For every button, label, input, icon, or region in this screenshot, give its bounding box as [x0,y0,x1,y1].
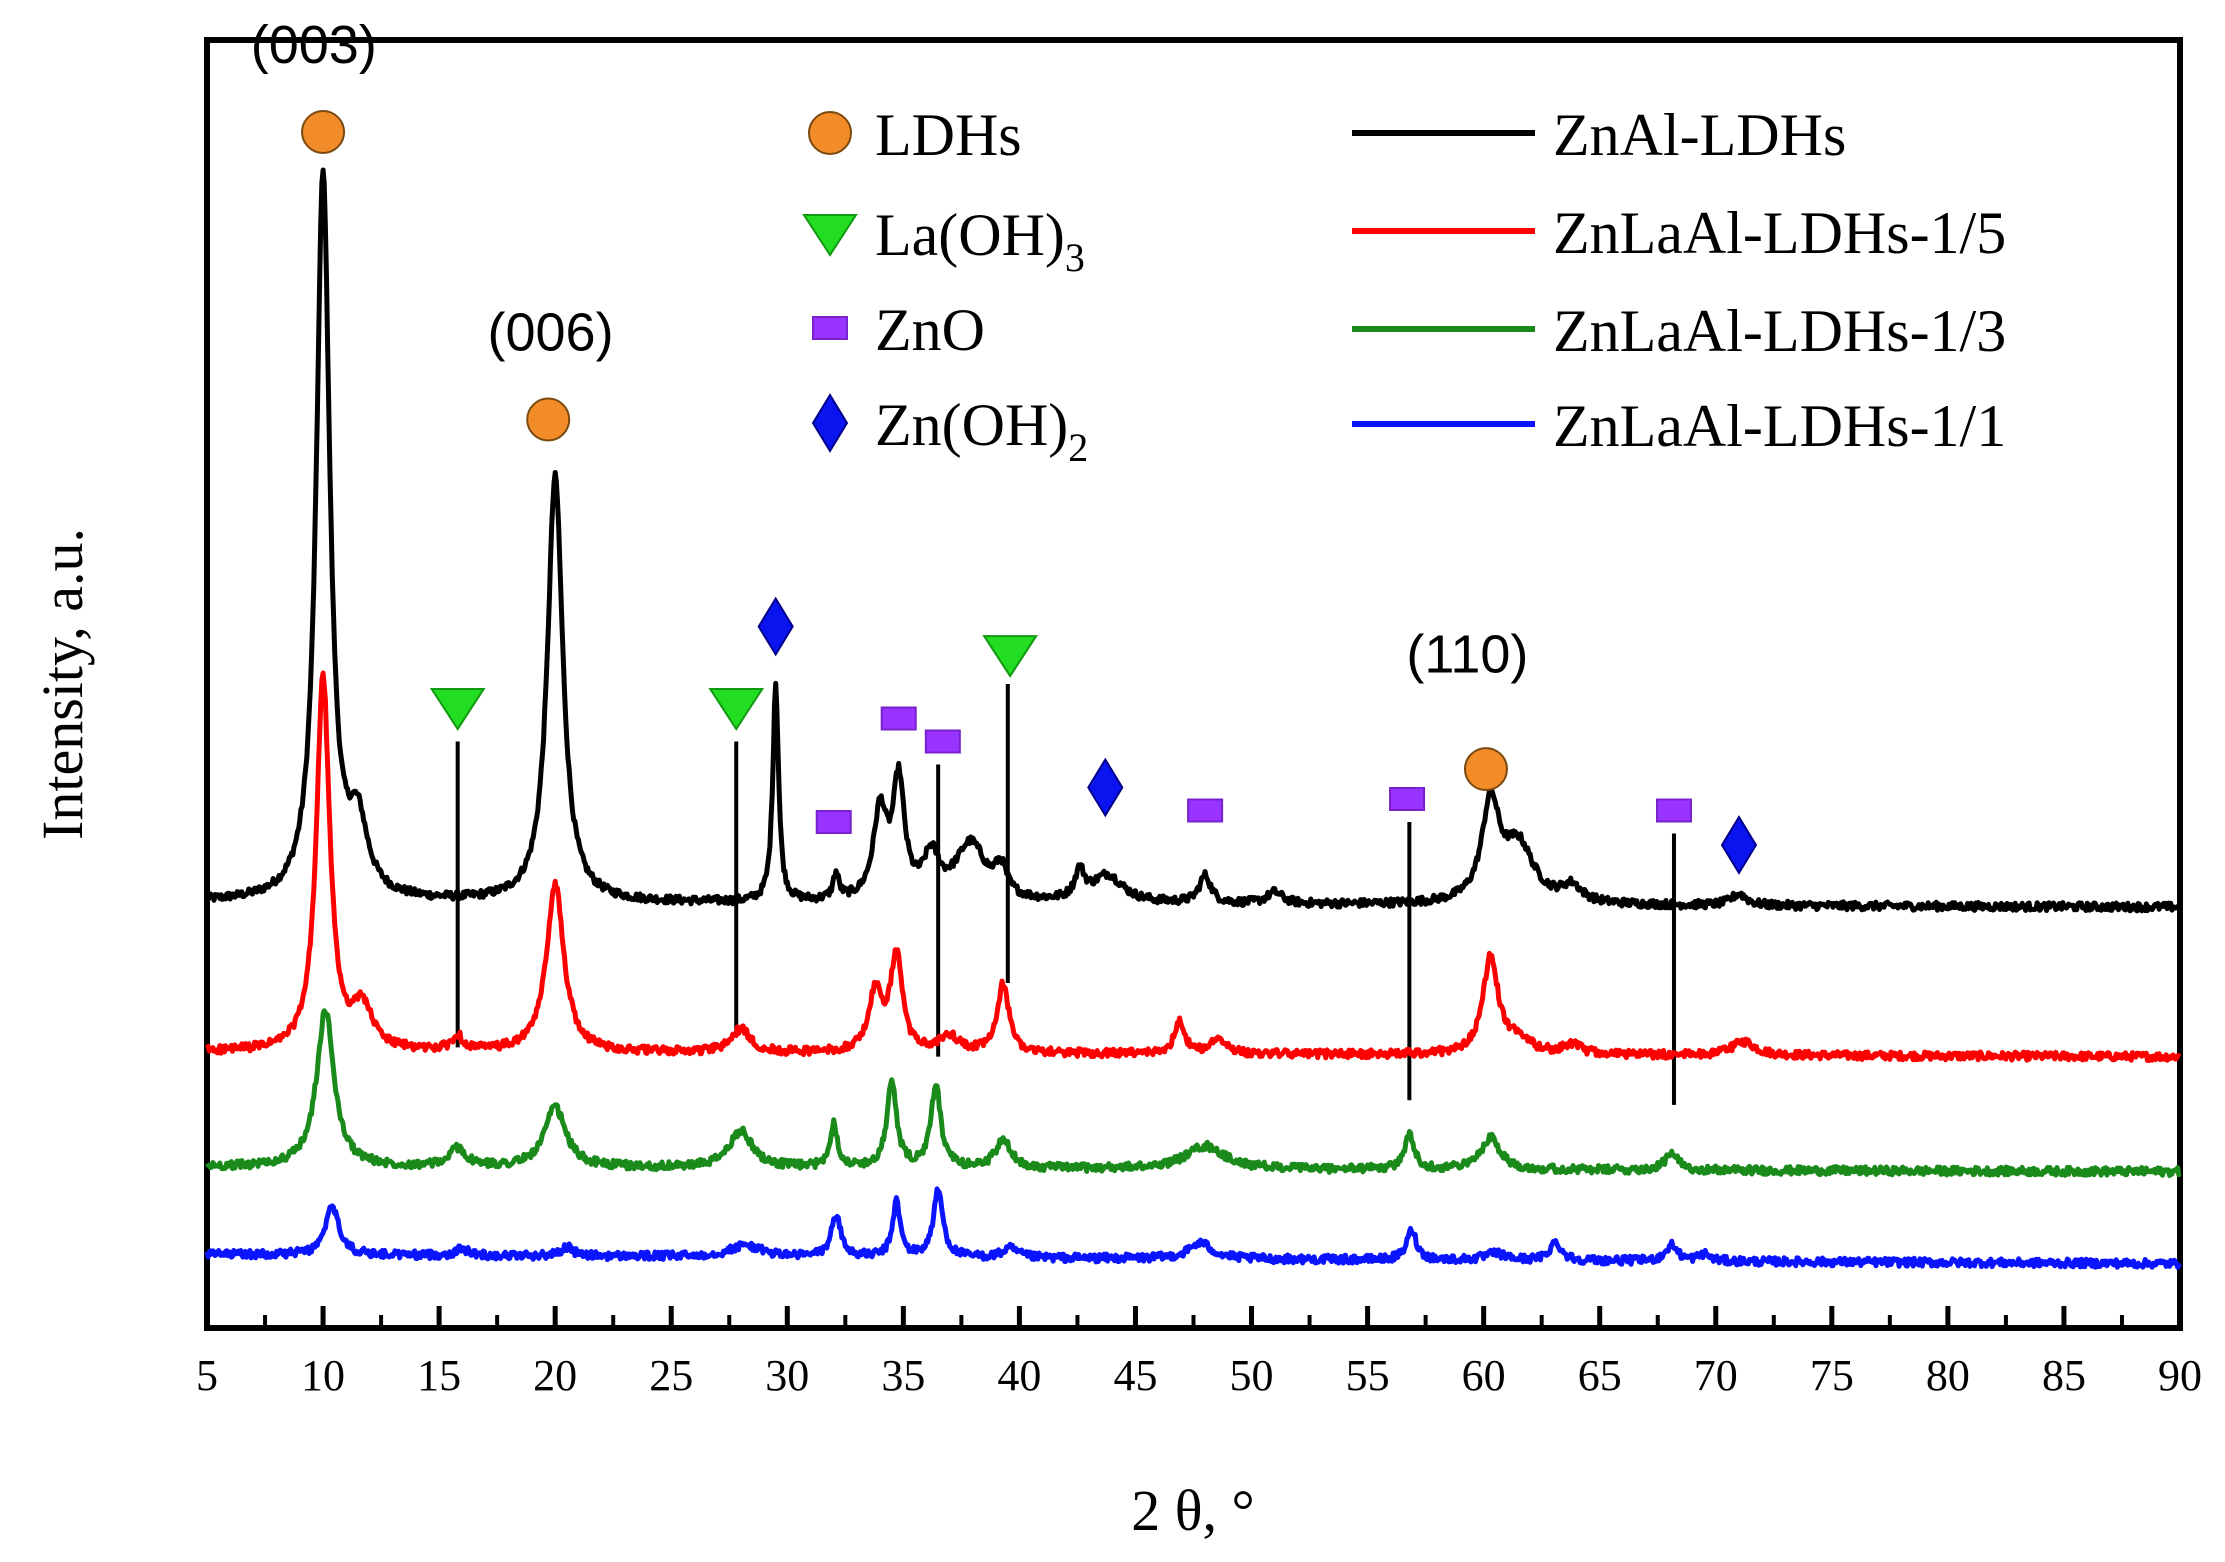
plot-frame [204,37,2183,1331]
x-tick-label-20: 20 [533,1351,577,1400]
series-line-znal-ldhs [204,167,2183,914]
phase-legend-zn-oh-2: Zn(OH)2 [875,392,1088,470]
circle-legend-marker [808,111,852,155]
triangle-legend-marker [802,214,858,257]
square-phase-marker-10 [880,706,917,731]
circle-phase-marker-2 [1463,747,1508,792]
circle-phase-marker-1 [526,397,571,442]
x-tick-label-85: 85 [2042,1351,2086,1400]
phase-marker-layer [301,110,1758,875]
series-line-znlaal-ldhs-1-5 [204,670,2182,1063]
x-tick-label-50: 50 [1230,1351,1274,1400]
triangle-phase-marker-5 [982,635,1038,678]
x-axis-ticks: 5 10 15 20 25 30 35 40 45 50 55 60 65 70 75 80 85 90 [196,1306,2202,1400]
diamond-legend-marker [811,393,849,453]
square-phase-marker-13 [1389,787,1426,811]
phase-legend-zno: ZnO [875,297,985,363]
diamond-phase-marker-8 [1720,815,1758,875]
square-phase-marker-14 [1655,798,1692,823]
x-tick-label-5: 5 [196,1351,218,1400]
x-tick-label-35: 35 [881,1351,925,1400]
square-phase-marker-11 [924,729,961,754]
annotation-layer: (003) (006) (110) [251,15,1529,685]
x-tick-label-30: 30 [765,1351,809,1400]
diamond-phase-marker-6 [757,596,794,657]
triangle-phase-marker-4 [708,688,765,731]
x-tick-label-70: 70 [1694,1351,1738,1400]
x-tick-label-10: 10 [301,1351,345,1400]
diamond-phase-marker-7 [1087,757,1124,818]
phase-legend-ldhs: LDHs [875,102,1022,168]
x-tick-label-80: 80 [1926,1351,1970,1400]
y-axis-title: Intensity, a.u. [30,528,95,840]
square-legend-marker [812,316,848,340]
x-tick-label-90: 90 [2158,1351,2202,1400]
x-tick-label-25: 25 [649,1351,693,1400]
legend-label-znlaal-ldhs-1-1: ZnLaAl-LDHs-1/1 [1553,393,2006,459]
series-line-znlaal-ldhs-1-1 [204,1186,2183,1270]
x-tick-label-45: 45 [1113,1351,1157,1400]
x-axis-title: 2 θ, ° [1131,1478,1254,1543]
legend: LDHs La(OH)3 ZnO Zn(OH)2 ZnAl-LDHs ZnLaAl-LDH… [802,102,2006,470]
x-tick-label-55: 55 [1346,1351,1390,1400]
square-phase-marker-12 [1187,798,1224,823]
x-tick-label-15: 15 [417,1351,461,1400]
legend-label-znlaal-ldhs-1-5: ZnLaAl-LDHs-1/5 [1553,200,2006,266]
x-tick-label-75: 75 [1810,1351,1854,1400]
x-tick-label-60: 60 [1462,1351,1506,1400]
miller-index-006: (006) [488,303,614,363]
miller-index-003: (003) [251,15,377,75]
phase-legend-la-oh-3: La(OH)3 [875,202,1085,280]
miller-index-110: (110) [1406,625,1528,685]
circle-phase-marker-0 [301,110,346,154]
triangle-phase-marker-3 [429,688,486,731]
x-tick-label-65: 65 [1578,1351,1622,1400]
x-tick-label-40: 40 [997,1351,1041,1400]
square-phase-marker-9 [815,810,852,834]
legend-label-znal-ldhs: ZnAl-LDHs [1553,102,1846,168]
legend-label-znlaal-ldhs-1-3: ZnLaAl-LDHs-1/3 [1553,298,2006,364]
series-line-znlaal-ldhs-1-3 [204,1008,2182,1178]
series-layer [204,167,2183,1270]
